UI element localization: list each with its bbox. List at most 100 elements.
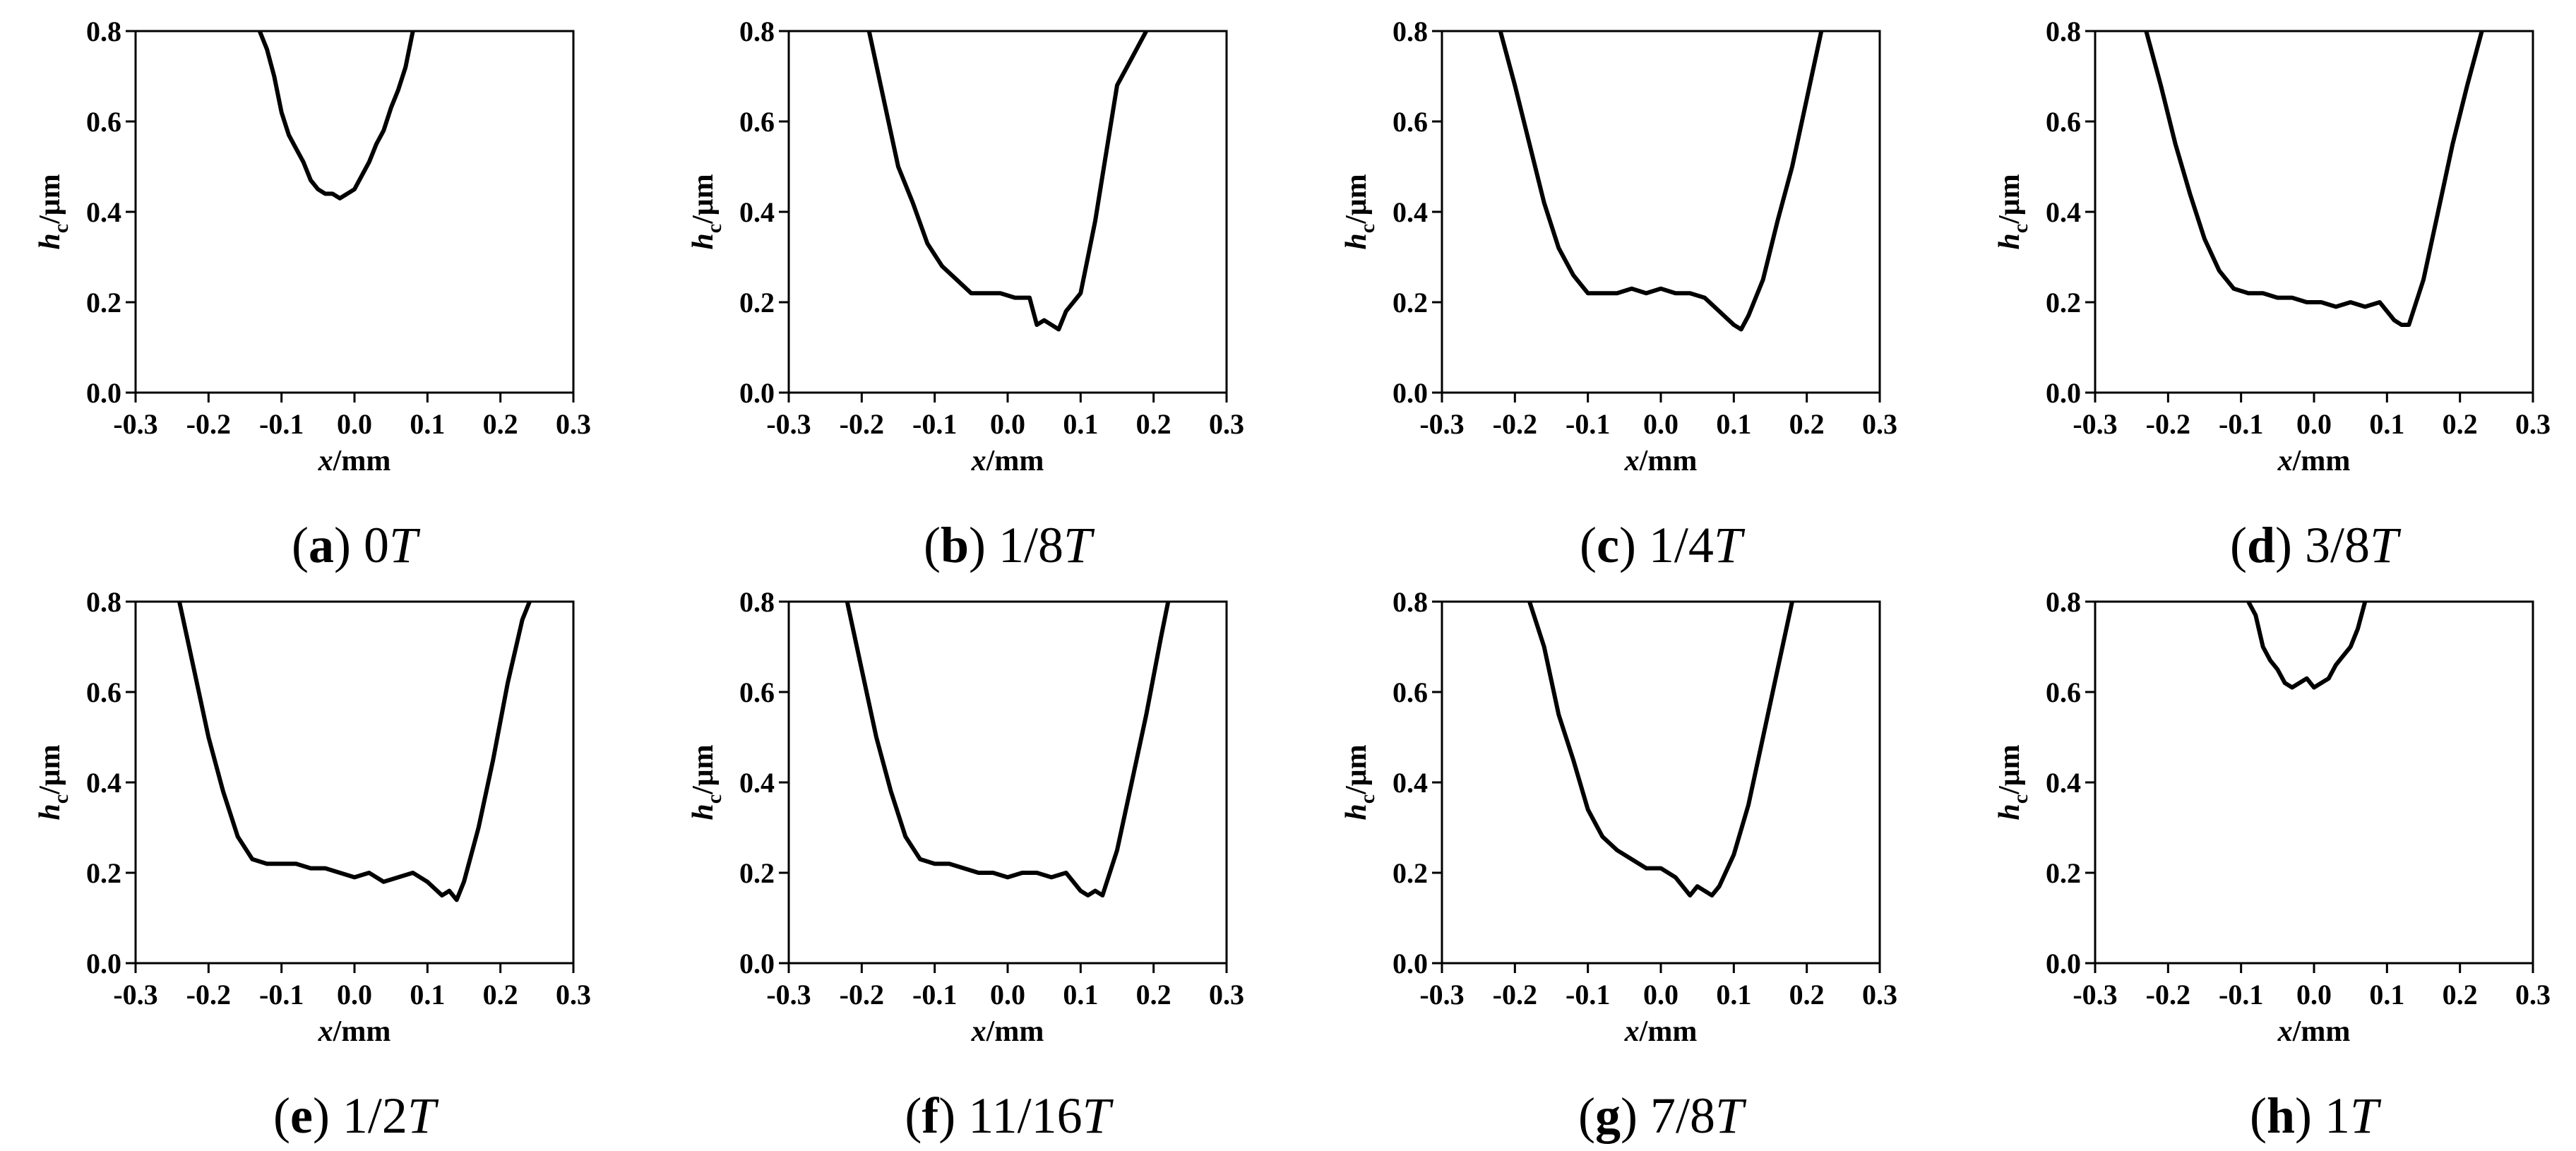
y-tick-label: 0.0 bbox=[2046, 948, 2081, 979]
y-tick-label: 0.6 bbox=[2046, 676, 2081, 708]
panel-caption-g: (g) 7/8T bbox=[1578, 1087, 1747, 1144]
y-axis-title: hc/μm bbox=[1993, 174, 2032, 249]
x-tick-label: -0.3 bbox=[766, 408, 811, 440]
x-tick-label: 0.0 bbox=[990, 408, 1025, 440]
x-tick-label: 0.2 bbox=[1136, 408, 1171, 440]
panel-h: -0.3 -0.2 -0.1 0.0 0.1 0.2 0.3 0.0 0.2 0.4 0.6 0.8 x… bbox=[1993, 586, 2551, 1144]
y-tick-label: 0.0 bbox=[2046, 377, 2081, 409]
x-tick-label: -0.2 bbox=[186, 408, 231, 440]
y-tick-label: 0.6 bbox=[86, 676, 121, 708]
panel-caption-h: (h) 1T bbox=[2250, 1087, 2382, 1144]
x-tick-label: 0.0 bbox=[2296, 408, 2332, 440]
panel-b: -0.3 -0.2 -0.1 0.0 0.1 0.2 0.3 0.0 0.2 0.4 0.6 0.8 x… bbox=[687, 16, 1244, 573]
x-tick-label: 0.0 bbox=[337, 408, 372, 440]
x-axis-title: x/mm bbox=[1624, 1015, 1698, 1048]
data-line-b bbox=[866, 31, 1149, 332]
x-tick-label: 0.1 bbox=[2369, 408, 2404, 440]
y-tick-label: 0.8 bbox=[739, 16, 775, 47]
x-tick-label: -0.1 bbox=[1566, 979, 1610, 1010]
x-tick-label: 0.3 bbox=[1862, 408, 1897, 440]
y-tick-label: 0.6 bbox=[739, 676, 775, 708]
y-tick-label: 0.6 bbox=[2046, 106, 2081, 138]
x-tick-label: -0.3 bbox=[2073, 979, 2117, 1010]
x-tick-label: -0.1 bbox=[912, 979, 957, 1010]
x-tick-label: 0.2 bbox=[1789, 408, 1825, 440]
panel-caption-f: (f) 11/16T bbox=[905, 1087, 1114, 1144]
plot-frame bbox=[134, 600, 575, 965]
panel-caption-c: (c) 1/4T bbox=[1580, 517, 1746, 573]
x-tick-label: -0.1 bbox=[2219, 408, 2263, 440]
x-axis-title: x/mm bbox=[318, 445, 391, 477]
x-tick-label: -0.2 bbox=[1493, 408, 1537, 440]
y-tick-label: 0.0 bbox=[1393, 377, 1428, 409]
y-tick-label: 0.6 bbox=[739, 106, 775, 138]
plot-frame bbox=[2094, 600, 2534, 965]
x-tick-label: -0.1 bbox=[259, 408, 304, 440]
x-tick-label: -0.1 bbox=[1566, 408, 1610, 440]
panel-e: -0.3 -0.2 -0.1 0.0 0.1 0.2 0.3 0.0 0.2 0.4 0.6 0.8 x… bbox=[34, 586, 591, 1144]
y-tick-label: 0.8 bbox=[2046, 586, 2081, 618]
panel-g: -0.3 -0.2 -0.1 0.0 0.1 0.2 0.3 0.0 0.2 0.4 0.6 0.8 x… bbox=[1340, 586, 1897, 1144]
x-tick-label: 0.0 bbox=[1643, 408, 1678, 440]
y-tick-label: 0.6 bbox=[86, 106, 121, 138]
y-axis-title: hc/μm bbox=[1340, 174, 1379, 249]
plot-frame bbox=[134, 30, 575, 394]
x-tick-label: -0.1 bbox=[2219, 979, 2263, 1010]
y-tick-label: 0.0 bbox=[1393, 948, 1428, 979]
y-tick-label: 0.4 bbox=[2046, 196, 2081, 228]
y-tick-label: 0.2 bbox=[2046, 287, 2081, 318]
x-tick-label: -0.3 bbox=[2073, 408, 2117, 440]
y-axis-title: hc/μm bbox=[1993, 744, 2032, 820]
y-tick-label: 0.2 bbox=[86, 287, 121, 318]
y-tick-label: 0.8 bbox=[86, 586, 121, 618]
y-tick-label: 0.6 bbox=[1393, 676, 1428, 708]
panel-caption-a: (a) 0T bbox=[292, 517, 421, 573]
x-tick-label: 0.1 bbox=[410, 979, 445, 1010]
data-line-f bbox=[845, 602, 1171, 897]
plot-frame bbox=[787, 30, 1228, 394]
y-axis-title: hc/μm bbox=[1340, 744, 1379, 820]
x-tick-label: 0.0 bbox=[990, 979, 1025, 1010]
x-tick-label: -0.3 bbox=[113, 979, 157, 1010]
x-tick-label: 0.2 bbox=[483, 408, 518, 440]
x-tick-label: -0.2 bbox=[1493, 979, 1537, 1010]
y-tick-label: 0.0 bbox=[739, 948, 775, 979]
x-tick-label: 0.3 bbox=[1209, 408, 1244, 440]
x-tick-label: 0.0 bbox=[1643, 979, 1678, 1010]
plot-frame bbox=[1441, 600, 1881, 965]
y-tick-label: 0.6 bbox=[1393, 106, 1428, 138]
x-tick-label: 0.3 bbox=[2515, 979, 2551, 1010]
panel-caption-d: (d) 3/8T bbox=[2230, 517, 2402, 573]
plot-frame bbox=[787, 600, 1228, 965]
x-tick-label: -0.2 bbox=[840, 979, 884, 1010]
y-tick-label: 0.2 bbox=[739, 857, 775, 889]
panel-caption-e: (e) 1/2T bbox=[273, 1087, 439, 1144]
y-axis-title: hc/μm bbox=[687, 174, 726, 249]
x-tick-label: -0.1 bbox=[912, 408, 957, 440]
y-tick-label: 0.2 bbox=[1393, 857, 1428, 889]
y-tick-label: 0.4 bbox=[739, 767, 775, 799]
y-tick-label: 0.8 bbox=[86, 16, 121, 47]
x-tick-label: 0.0 bbox=[337, 979, 372, 1010]
y-tick-label: 0.2 bbox=[86, 857, 121, 889]
y-tick-label: 0.2 bbox=[1393, 287, 1428, 318]
x-tick-label: 0.1 bbox=[1716, 408, 1751, 440]
x-tick-label: -0.3 bbox=[113, 408, 157, 440]
x-axis-title: x/mm bbox=[318, 1015, 391, 1048]
y-tick-label: 0.0 bbox=[739, 377, 775, 409]
panel-d: -0.3 -0.2 -0.1 0.0 0.1 0.2 0.3 0.0 0.2 0.4 0.6 0.8 x… bbox=[1993, 16, 2551, 573]
x-tick-label: 0.1 bbox=[410, 408, 445, 440]
y-tick-label: 0.2 bbox=[2046, 857, 2081, 889]
x-tick-label: 0.2 bbox=[1789, 979, 1825, 1010]
y-tick-label: 0.0 bbox=[86, 948, 121, 979]
x-tick-label: 0.1 bbox=[1716, 979, 1751, 1010]
x-tick-label: 0.3 bbox=[1209, 979, 1244, 1010]
x-tick-label: 0.3 bbox=[2515, 408, 2551, 440]
y-tick-label: 0.8 bbox=[1393, 16, 1428, 47]
panel-caption-b: (b) 1/8T bbox=[924, 517, 1095, 573]
y-tick-label: 0.4 bbox=[1393, 196, 1428, 228]
x-tick-label: -0.1 bbox=[259, 979, 304, 1010]
panel-f: -0.3 -0.2 -0.1 0.0 0.1 0.2 0.3 0.0 0.2 0.4 0.6 0.8 x… bbox=[687, 586, 1244, 1144]
x-tick-label: -0.3 bbox=[1419, 979, 1464, 1010]
